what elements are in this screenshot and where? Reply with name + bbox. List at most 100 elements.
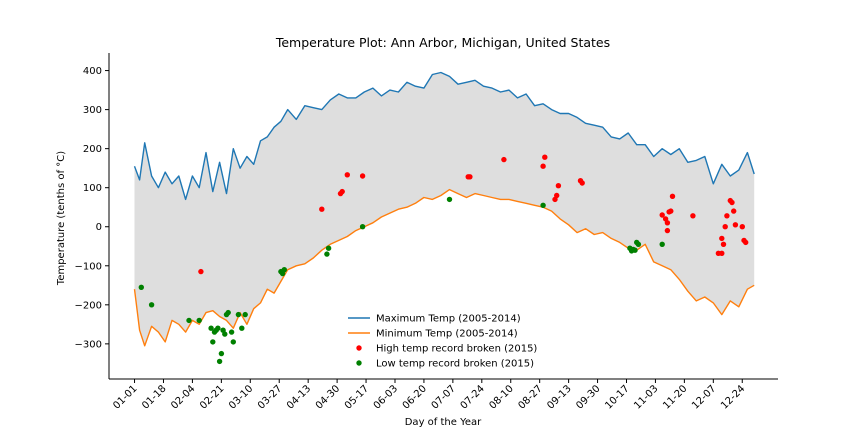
x-tick-label: 07-24: [459, 383, 487, 411]
low-record-point: [228, 329, 235, 335]
y-tick-label: −100: [75, 261, 102, 272]
low-record-point: [235, 311, 242, 318]
low-record-point: [325, 245, 332, 251]
y-tick-label: 400: [83, 66, 102, 77]
legend-label: Maximum Temp (2005-2014): [376, 314, 521, 325]
y-tick-label: 0: [96, 222, 102, 233]
x-tick-label: 01-18: [140, 383, 168, 411]
high-record-point: [743, 239, 749, 246]
high-record-point: [715, 250, 722, 256]
low-record-point: [540, 202, 546, 208]
high-record-point: [732, 222, 739, 228]
high-record-point: [690, 213, 696, 219]
x-tick-label: 10-17: [603, 383, 631, 411]
y-tick-label: −200: [75, 300, 102, 311]
low-record-point: [635, 241, 642, 247]
x-tick-label: 01-01: [111, 383, 139, 411]
high-record-point: [719, 235, 725, 242]
legend: Maximum Temp (2005-2014) Minimum Temp (20…: [348, 314, 537, 370]
low-record-point: [239, 325, 245, 331]
low-record-point: [138, 284, 144, 290]
high-record-point: [724, 213, 730, 219]
x-tick-label: 08-10: [488, 383, 516, 411]
high-record-point: [339, 188, 345, 195]
legend-label: Low temp record broken (2015): [376, 359, 534, 370]
low-record-point: [148, 302, 155, 308]
low-record-point: [210, 339, 216, 345]
x-tick-label: 12-07: [690, 383, 718, 411]
x-tick-label: 11-20: [661, 383, 689, 411]
high-record-point: [664, 220, 671, 226]
max-temp-line: [133, 71, 755, 201]
high-record-point: [731, 208, 737, 214]
high-record-point: [668, 208, 674, 214]
y-tick-label: 100: [83, 183, 102, 194]
plot-area: [133, 71, 755, 365]
low-record-point: [215, 325, 221, 331]
high-record-point: [198, 268, 204, 275]
x-axis: 01-01 01-18 02-04 02-21 03-10 03-27 04-13 04-30…: [109, 378, 778, 412]
high-record-point: [540, 163, 546, 169]
range-fill-area: [134, 72, 755, 346]
low-record-point: [186, 317, 192, 324]
high-record-point: [739, 224, 745, 230]
x-tick-label: 11-03: [632, 383, 660, 411]
x-tick-label: 09-30: [574, 383, 602, 411]
low-record-point: [446, 196, 453, 203]
high-record-point: [729, 199, 735, 206]
low-record-point: [230, 339, 236, 345]
legend-high-swatch: [356, 345, 362, 351]
low-record-point: [222, 331, 228, 337]
low-record-point: [208, 325, 214, 331]
low-record-point: [281, 267, 287, 273]
low-record-point: [324, 251, 330, 257]
high-record-point: [554, 192, 560, 199]
x-tick-label: 05-17: [343, 383, 371, 411]
x-tick-label: 06-20: [401, 383, 429, 411]
high-record-point: [542, 154, 548, 160]
x-tick-label: 02-04: [169, 383, 197, 411]
y-tick-label: 200: [83, 144, 102, 155]
y-axis-label: Temperature (tenths of °C): [56, 151, 67, 286]
low-record-point: [218, 350, 225, 357]
low-record-point: [242, 311, 248, 318]
legend-label: High temp record broken (2015): [376, 344, 537, 355]
x-tick-label: 03-27: [256, 383, 284, 411]
high-record-point: [669, 193, 676, 199]
x-tick-label: 08-27: [516, 383, 544, 411]
high-record-point: [579, 180, 585, 186]
x-tick-label: 06-03: [372, 383, 400, 411]
high-record-point: [344, 172, 350, 178]
x-tick-label: 03-10: [227, 383, 255, 411]
high-record-point: [359, 173, 366, 179]
high-record-point: [319, 206, 325, 212]
y-axis: 400 300 200 100 0 −100 −200 −300: [75, 53, 110, 379]
x-tick-label: 07-07: [430, 383, 458, 411]
low-record-point: [216, 358, 223, 365]
low-record-point: [359, 224, 366, 230]
high-record-point: [722, 224, 728, 230]
low-record-point: [225, 309, 231, 316]
high-record-point: [720, 241, 727, 247]
x-tick-label: 04-30: [314, 383, 342, 411]
x-tick-label: 02-21: [198, 383, 226, 411]
high-record-point: [501, 156, 507, 163]
min-temp-line: [133, 188, 755, 347]
chart-title: Temperature Plot: Ann Arbor, Michigan, U…: [275, 35, 610, 50]
x-tick-label: 12-24: [719, 383, 747, 411]
legend-low-swatch: [356, 360, 362, 366]
low-record-point: [196, 317, 202, 324]
high-record-point: [555, 183, 562, 189]
y-tick-label: −300: [75, 339, 102, 350]
high-record-point: [659, 212, 665, 218]
legend-label: Minimum Temp (2005-2014): [376, 329, 518, 340]
high-record-point: [467, 174, 473, 180]
x-axis-label: Day of the Year: [405, 417, 482, 428]
y-tick-label: 300: [83, 105, 102, 116]
x-tick-label: 09-13: [545, 383, 573, 411]
low-record-point: [659, 241, 665, 247]
x-tick-label: 04-13: [285, 383, 313, 411]
low-record-point: [632, 247, 638, 253]
high-record-point: [664, 227, 671, 234]
